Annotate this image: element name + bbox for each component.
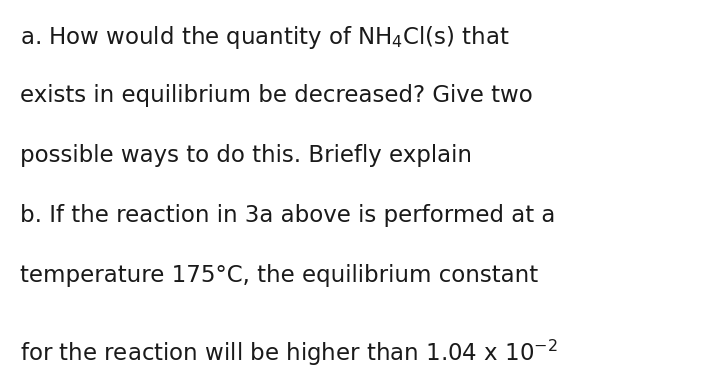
Text: a. How would the quantity of NH$_4$Cl(s) that: a. How would the quantity of NH$_4$Cl(s)… <box>20 24 510 51</box>
Text: temperature 175°C, the equilibrium constant: temperature 175°C, the equilibrium const… <box>20 264 539 287</box>
Text: for the reaction will be higher than 1.04 x 10$^{-2}$: for the reaction will be higher than 1.0… <box>20 338 558 368</box>
Text: possible ways to do this. Briefly explain: possible ways to do this. Briefly explai… <box>20 144 472 167</box>
Text: b. If the reaction in 3a above is performed at a: b. If the reaction in 3a above is perfor… <box>20 204 556 227</box>
Text: exists in equilibrium be decreased? Give two: exists in equilibrium be decreased? Give… <box>20 84 533 107</box>
